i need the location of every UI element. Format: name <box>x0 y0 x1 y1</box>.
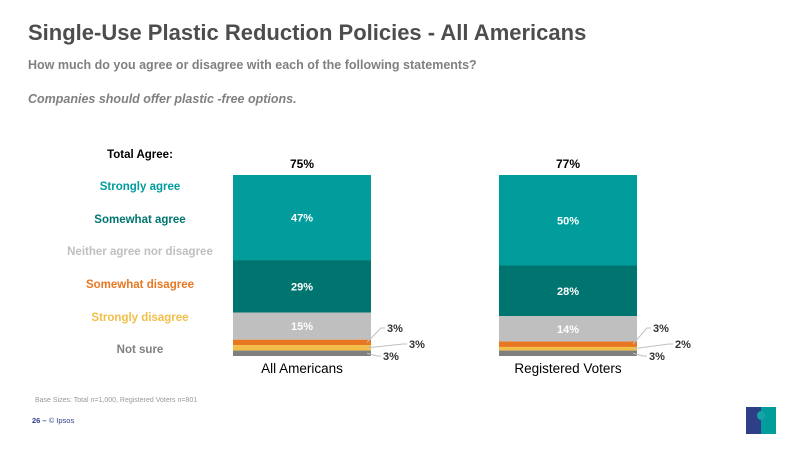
data-label: 3% <box>409 339 425 351</box>
legend-item: Somewhat agree <box>94 214 186 226</box>
copyright: © Ipsos <box>48 416 75 425</box>
legend-item: Strongly agree <box>99 181 181 193</box>
legend-total-agree: Total Agree: <box>107 149 173 161</box>
data-label: 28% <box>557 286 579 298</box>
statement-text: Companies should offer plastic -free opt… <box>28 92 297 106</box>
footer-separator: – <box>40 416 49 425</box>
data-label: 3% <box>383 351 399 363</box>
legend-item: Neither agree nor disagree <box>67 246 213 258</box>
data-label: 3% <box>653 323 669 335</box>
page-number: 26 <box>32 416 41 425</box>
data-label: 29% <box>291 281 313 293</box>
bar-segment <box>233 339 371 346</box>
slide-title: Single-Use Plastic Reduction Policies - … <box>28 20 587 45</box>
data-label: 2% <box>675 339 691 351</box>
data-label: 47% <box>291 213 313 225</box>
base-sizes-note: Base Sizes: Total n=1,000, Registered Vo… <box>35 397 198 404</box>
bar-segment <box>233 345 371 351</box>
bar-segment <box>233 175 371 261</box>
bar-segment <box>499 341 637 347</box>
bar-segment <box>233 350 371 356</box>
bar-segment <box>499 316 637 342</box>
footer: 26 – © Ipsos <box>32 416 74 425</box>
bar-segment <box>233 312 371 340</box>
data-label: 3% <box>649 351 665 363</box>
category-label: Registered Voters <box>514 361 622 376</box>
legend-item: Somewhat disagree <box>85 279 194 291</box>
legend-item: Not sure <box>116 344 164 356</box>
leader-line <box>366 352 381 357</box>
bar-segment <box>499 350 637 356</box>
legend-item: Strongly disagree <box>91 312 189 324</box>
ipsos-logo <box>746 407 776 434</box>
data-label: 14% <box>557 324 579 336</box>
total-agree-label: 77% <box>556 157 580 171</box>
total-agree-label: 75% <box>290 157 314 171</box>
data-label: 15% <box>291 321 313 333</box>
data-label: 3% <box>387 323 403 335</box>
leader-line <box>366 327 385 343</box>
leader-line <box>632 343 673 350</box>
question-text: How much do you agree or disagree with e… <box>28 58 477 72</box>
bar-segment <box>233 260 371 313</box>
bar-segment <box>499 265 637 317</box>
bar-segment <box>499 175 637 266</box>
leader-line <box>366 343 407 349</box>
data-label: 50% <box>557 215 579 227</box>
bar-segment <box>499 346 637 351</box>
category-label: All Americans <box>261 361 343 376</box>
leader-line <box>632 327 651 345</box>
leader-line <box>632 352 647 357</box>
